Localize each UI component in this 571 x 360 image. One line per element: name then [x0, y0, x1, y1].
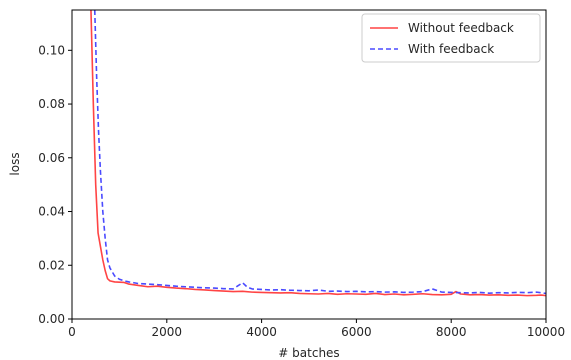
x-tick-label: 0	[68, 325, 76, 339]
x-tick-label: 10000	[527, 325, 565, 339]
x-tick-label: 6000	[341, 325, 372, 339]
legend-label-with-feedback: With feedback	[408, 42, 494, 56]
y-tick-label: 0.04	[38, 205, 65, 219]
legend: Without feedback With feedback	[361, 13, 541, 63]
x-tick-label: 8000	[436, 325, 467, 339]
plot-border	[71, 9, 547, 320]
legend-box	[361, 13, 541, 63]
series-line-with-feedback	[93, 10, 546, 295]
x-tick-label: 2000	[152, 325, 183, 339]
legend-label-without-feedback: Without feedback	[408, 21, 514, 35]
series-layer	[90, 10, 546, 297]
y-axis-label: loss	[8, 152, 22, 175]
x-axis-label: # batches	[278, 346, 339, 360]
y-tick-label: 0.08	[38, 97, 65, 111]
x-tick-label: 4000	[246, 325, 277, 339]
y-axis: 0.00 0.02 0.04 0.06 0.08 0.10	[38, 43, 72, 326]
y-tick-label: 0.02	[38, 258, 65, 272]
y-tick-label: 0.06	[38, 151, 65, 165]
x-axis: 0 2000 4000 6000 8000 10000	[68, 319, 565, 339]
y-tick-label: 0.10	[38, 43, 65, 57]
y-tick-label: 0.00	[38, 312, 65, 326]
series-line-without-feedback	[90, 10, 546, 297]
